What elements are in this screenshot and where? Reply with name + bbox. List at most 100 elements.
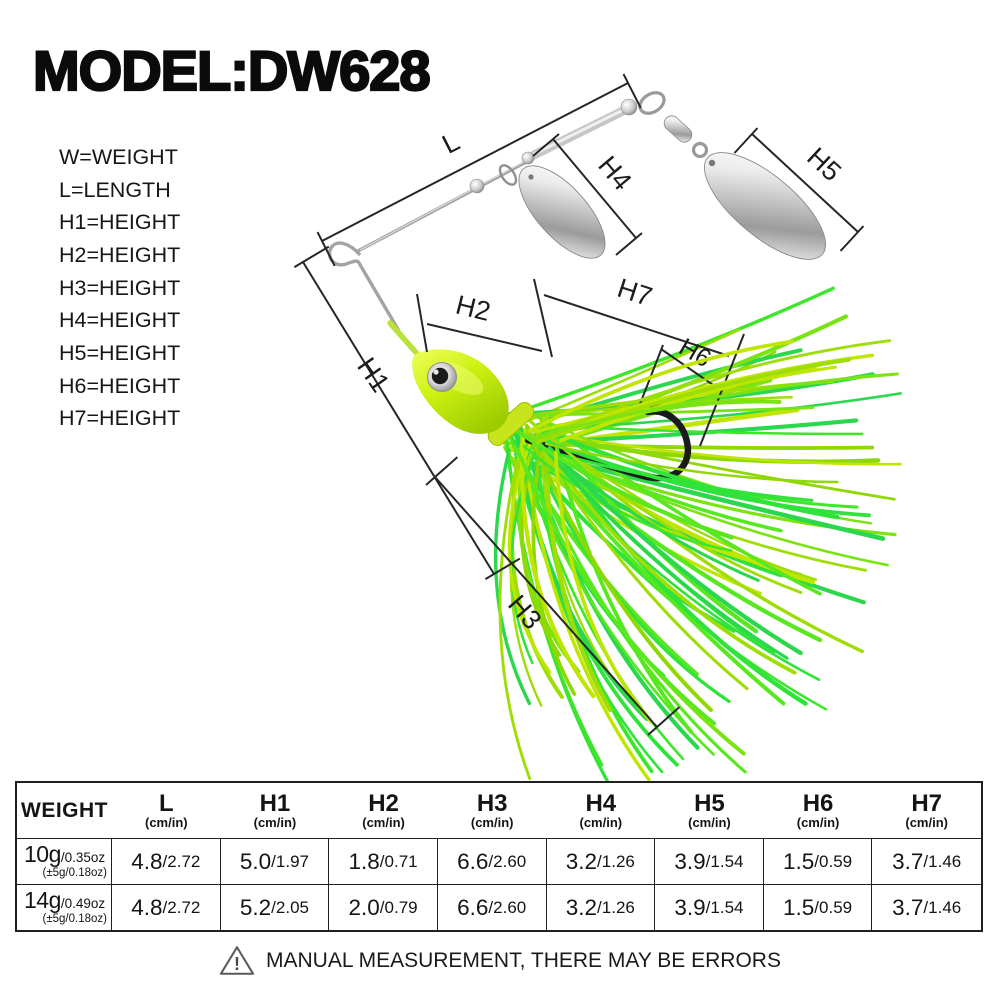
dimension-L-line	[321, 82, 629, 242]
skirt-strand	[535, 357, 851, 445]
skirt-strand	[498, 437, 532, 781]
dimension-H4-label: H4	[592, 150, 637, 196]
dimension-H3-tick	[647, 706, 681, 736]
dimension-H2-extension	[416, 293, 428, 353]
skirt-strand	[515, 447, 717, 726]
table-cell: 1.5/0.59	[763, 839, 873, 885]
skirt-strand	[544, 414, 613, 713]
page-title: MODEL:DW628	[32, 39, 432, 102]
table-cell: 5.2/2.05	[221, 885, 330, 930]
lure-eye-glint	[433, 369, 439, 375]
skirt-strand	[539, 424, 864, 436]
skirt-strand	[547, 434, 803, 594]
spec-table: WEIGHT L (cm/in) H1 (cm/in) H2 (cm/in) H…	[15, 781, 983, 932]
blade-h5-hole	[708, 159, 716, 167]
legend-item: H2=HEIGHT	[59, 242, 181, 267]
table-cell: 1.5/0.59	[764, 885, 873, 930]
swivel-barrel	[663, 115, 693, 143]
dimension-H1-label: H1	[351, 352, 395, 397]
weight-cell-14g: 14g /0.49oz (±5g/0.18oz)	[17, 885, 112, 930]
skirt-strand	[532, 437, 749, 691]
skirt-strand	[520, 444, 651, 782]
legend-item: H6=HEIGHT	[59, 373, 181, 398]
table-cell: 3.2/1.26	[546, 839, 656, 885]
wire-sleeve-highlight	[532, 109, 623, 156]
dimension-H6-extension	[639, 344, 664, 405]
skirt-strand	[509, 433, 564, 699]
skirt-strand	[520, 432, 596, 699]
skirt-strands-over-hook	[513, 423, 871, 735]
wire-bead	[521, 151, 535, 165]
dimension-L-tick	[622, 73, 642, 109]
dimension-H3-tick	[425, 456, 459, 486]
skirt-strand	[531, 445, 814, 502]
table-cell: 3.7/1.46	[872, 839, 981, 885]
dimension-H5-line	[751, 133, 859, 233]
wire-bead	[620, 98, 638, 116]
skirt-strand	[522, 444, 733, 552]
table-cell: 4.8/2.72	[112, 885, 221, 930]
wire-r-bend	[327, 241, 401, 332]
col-header-H2: H2 (cm/in)	[329, 783, 438, 839]
skirt-strand	[540, 431, 896, 501]
dimension-H5-label: H5	[801, 142, 847, 187]
skirt-strand	[536, 422, 808, 706]
legend-item: W=WEIGHT	[59, 144, 178, 169]
table-cell: 3.9/1.54	[655, 839, 764, 885]
table-cell: 3.7/1.46	[892, 894, 962, 920]
legend-item: H4=HEIGHT	[59, 308, 181, 333]
clevis	[498, 164, 518, 186]
dimension-H6-line	[660, 348, 720, 390]
lure-head-group	[412, 349, 535, 446]
table-cell: 5.0/1.97	[220, 839, 330, 885]
skirt-strand	[558, 365, 817, 443]
dimension-H3-line	[434, 476, 658, 728]
blade-h4	[518, 165, 606, 259]
swivel-bottom-ring	[691, 141, 709, 159]
skirt-strand	[512, 406, 815, 417]
legend: W=WEIGHT L=LENGTH H1=HEIGHT H2=HEIGHT H3…	[59, 141, 180, 435]
skirt-strand	[539, 442, 789, 660]
legend-item: H3=HEIGHT	[59, 275, 181, 300]
col-header-weight: WEIGHT	[17, 783, 112, 839]
footer-note-text: MANUAL MEASUREMENT, THERE MAY BE ERRORS	[266, 948, 781, 972]
dimension-H5-tick	[733, 127, 759, 154]
skirt-strand	[493, 448, 532, 706]
dimension-H4-tick	[532, 133, 560, 157]
swivel-top-eye	[638, 91, 666, 115]
dimension-H1-tick	[484, 557, 521, 580]
skirt-strand	[524, 423, 713, 712]
table-cell: 3.9/1.54	[655, 885, 764, 930]
skirt-strand	[558, 339, 892, 432]
skirt-strand	[510, 434, 544, 665]
dimension-H4-tick	[615, 232, 643, 256]
col-header-L: L (cm/in)	[112, 783, 221, 839]
skirt-strands-front	[527, 339, 899, 445]
footer-note: ! MANUAL MEASUREMENT, THERE MAY BE ERROR…	[0, 944, 1000, 977]
legend-item: L=LENGTH	[59, 177, 171, 202]
svg-text:!: !	[234, 954, 240, 974]
skirt-strand	[544, 372, 899, 436]
dimension-H1-line	[302, 261, 495, 575]
legend-item: H1=HEIGHT	[59, 210, 181, 235]
dimension-H1-tick	[293, 245, 330, 268]
wire-coated-tip	[387, 320, 423, 360]
table-cell: 1.8/0.71	[329, 839, 438, 885]
col-header-H5: H5 (cm/in)	[655, 783, 764, 839]
col-header-H1: H1 (cm/in)	[220, 783, 330, 839]
blade-h5	[703, 152, 827, 260]
blade-h4-hole	[528, 174, 534, 180]
dimension-L-label: L	[437, 126, 464, 160]
table-cell: 6.6/2.60	[437, 839, 547, 885]
dimension-H5-tick	[839, 225, 865, 252]
dimension-H2-line	[426, 323, 543, 352]
warning-icon: !	[219, 946, 255, 975]
col-header-H7: H7 (cm/in)	[872, 783, 981, 839]
wire-frame	[327, 91, 827, 360]
table-cell: 3.2/1.26	[547, 885, 656, 930]
col-header-H6: H6 (cm/in)	[763, 783, 873, 839]
wire-bead	[469, 178, 485, 194]
table-cell: 6.6/2.60	[438, 885, 547, 930]
legend-item: H5=HEIGHT	[59, 340, 181, 365]
